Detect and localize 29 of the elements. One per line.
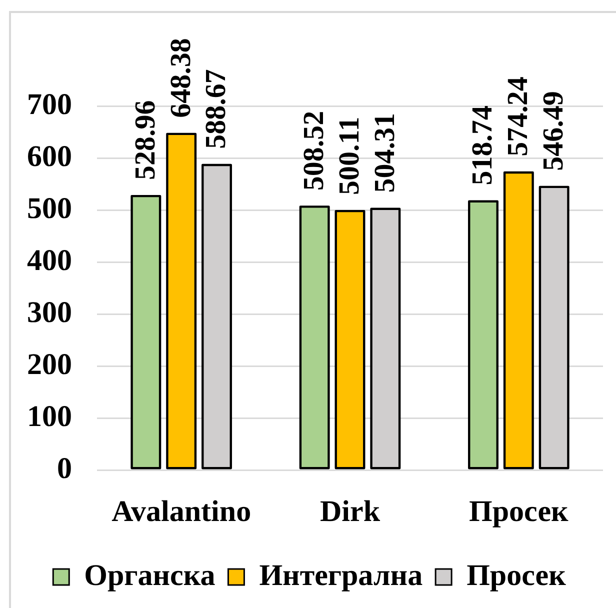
x-tick-label: Avalantino — [112, 494, 252, 528]
x-tick-label: Просек — [469, 494, 570, 528]
data-label: 574.24 — [502, 76, 534, 156]
y-tick-label: 200 — [27, 348, 72, 381]
data-label: 508.52 — [298, 110, 330, 191]
y-tick-label: 300 — [27, 296, 72, 329]
y-tick-label: 500 — [27, 192, 72, 225]
data-label: 504.31 — [368, 113, 401, 193]
y-tick-label: 100 — [27, 400, 72, 433]
y-tick-label: 0 — [57, 452, 72, 485]
y-tick-label: 700 — [27, 88, 72, 121]
legend-label: Просек — [466, 558, 567, 592]
data-label: 528.96 — [129, 100, 162, 180]
data-label: 518.74 — [466, 106, 499, 186]
bar — [334, 210, 366, 470]
data-label: 588.67 — [200, 69, 232, 149]
bar — [166, 132, 197, 470]
data-label: 546.49 — [538, 91, 570, 171]
legend-label: Интегрална — [259, 558, 423, 592]
y-tick-label: 400 — [27, 244, 72, 277]
bar — [503, 171, 534, 470]
y-tick-label: 600 — [27, 140, 72, 173]
bar — [468, 200, 498, 470]
data-label: 648.38 — [164, 38, 197, 118]
x-tick-label: Dirk — [320, 494, 380, 528]
bar — [130, 194, 162, 470]
data-label: 500.11 — [333, 116, 366, 195]
bar — [299, 206, 330, 470]
legend-label: Органска — [84, 558, 216, 592]
